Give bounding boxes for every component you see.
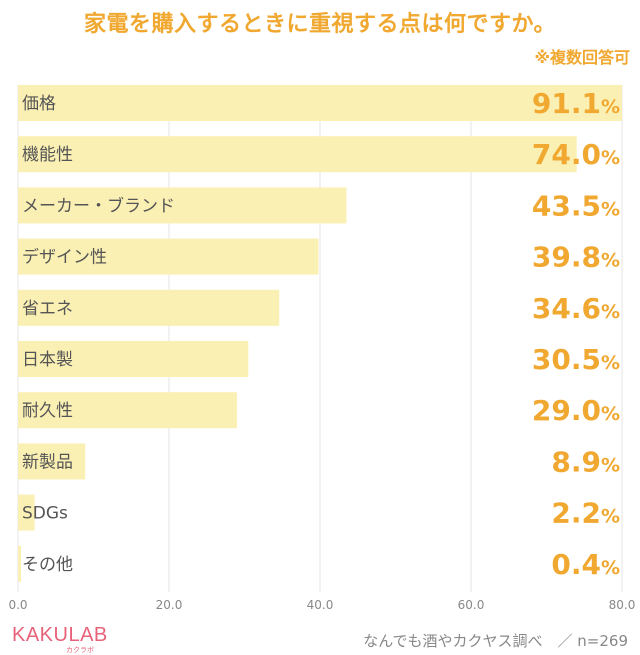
value-label: 91.1% bbox=[532, 87, 620, 120]
x-tick-label: 20.0 bbox=[156, 598, 183, 612]
category-label: 新製品 bbox=[22, 452, 73, 472]
bar bbox=[18, 136, 577, 173]
category-label: 日本製 bbox=[22, 350, 73, 370]
bar bbox=[18, 85, 622, 121]
category-label: 価格 bbox=[22, 94, 56, 114]
value-labels: 91.1% 74.0% 43.5% 39.8% 34.6% 30.5% 29.0% 8.9% 2… bbox=[532, 87, 620, 581]
x-tick-label: 60.0 bbox=[458, 598, 485, 612]
source-note: なんでも酒やカクヤス調べ ／ n=269 bbox=[363, 632, 628, 650]
value-label: 0.4% bbox=[551, 548, 620, 581]
bars bbox=[18, 85, 622, 582]
value-label: 34.6% bbox=[532, 292, 620, 325]
x-axis-ticks: 0.0 20.0 40.0 60.0 80.0 bbox=[8, 598, 635, 612]
value-label: 74.0% bbox=[532, 138, 620, 171]
category-label: 機能性 bbox=[22, 145, 73, 165]
category-label: SDGs bbox=[22, 504, 68, 524]
value-label: 43.5% bbox=[532, 189, 620, 222]
bar bbox=[18, 545, 22, 582]
bar bbox=[18, 392, 237, 429]
value-label: 29.0% bbox=[532, 394, 620, 427]
category-label: その他 bbox=[22, 555, 73, 575]
x-tick-label: 40.0 bbox=[307, 598, 334, 612]
bar bbox=[18, 238, 319, 275]
kakulab-logo: KAKULAB bbox=[12, 624, 108, 646]
value-label: 30.5% bbox=[532, 343, 620, 376]
category-label: 耐久性 bbox=[22, 401, 73, 421]
category-label: デザイン性 bbox=[22, 247, 107, 268]
x-tick-label: 80.0 bbox=[609, 598, 636, 612]
bar bbox=[18, 443, 86, 480]
bar bbox=[18, 494, 35, 531]
value-label: 8.9% bbox=[551, 445, 620, 478]
bar bbox=[18, 341, 249, 377]
value-label: 39.8% bbox=[532, 241, 620, 274]
category-label: メーカー・ブランド bbox=[22, 195, 175, 216]
bar bbox=[18, 289, 280, 326]
bar bbox=[18, 187, 347, 224]
chart-note: ※複数回答可 bbox=[534, 48, 630, 67]
chart-title: 家電を購入するときに重視する点は何ですか。 bbox=[83, 12, 557, 37]
value-label: 2.2% bbox=[551, 497, 620, 530]
category-label: 省エネ bbox=[22, 299, 73, 319]
x-tick-label: 0.0 bbox=[8, 598, 27, 612]
kakulab-logo-sub: カクラボ bbox=[66, 646, 94, 654]
